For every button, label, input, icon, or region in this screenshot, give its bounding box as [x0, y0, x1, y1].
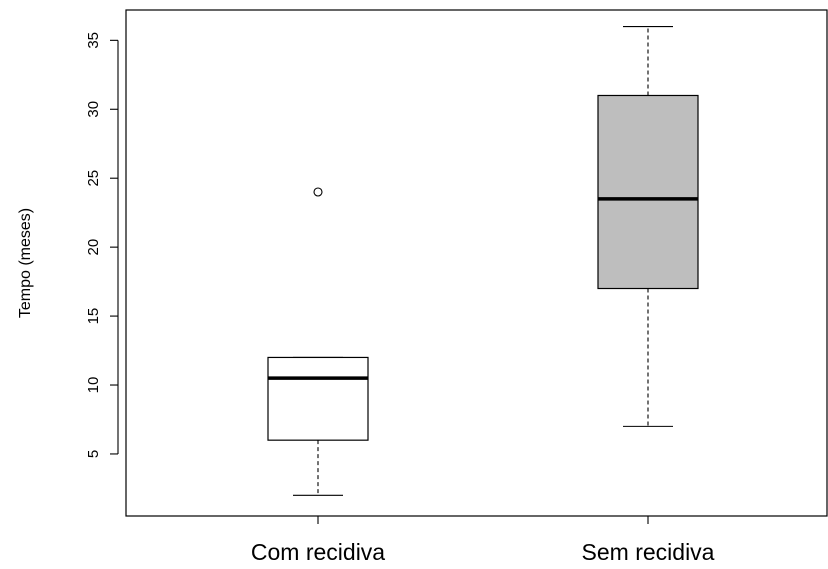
x-tick-label: Com recidiva — [251, 539, 385, 565]
y-axis-title: Tempo (meses) — [17, 208, 34, 318]
y-tick-label: 15 — [85, 308, 102, 325]
y-axis: 5 10 15 20 25 30 35 — [85, 32, 119, 458]
box-group — [597, 25, 699, 427]
plot-area: Com recidiva Sem recidiva — [125, 9, 828, 565]
y-tick-label: 20 — [85, 239, 102, 256]
outlier-point — [313, 187, 323, 197]
box-body — [597, 94, 699, 290]
y-tick-label: 35 — [85, 32, 102, 49]
y-tick-label: 10 — [85, 377, 102, 394]
y-tick-label: 25 — [85, 170, 102, 187]
y-tick-label: 5 — [85, 450, 102, 458]
box-group — [267, 187, 369, 496]
x-tick-label: Sem recidiva — [582, 539, 715, 565]
box-body — [267, 356, 369, 441]
plot-frame — [125, 9, 828, 517]
y-tick-label: 30 — [85, 101, 102, 118]
